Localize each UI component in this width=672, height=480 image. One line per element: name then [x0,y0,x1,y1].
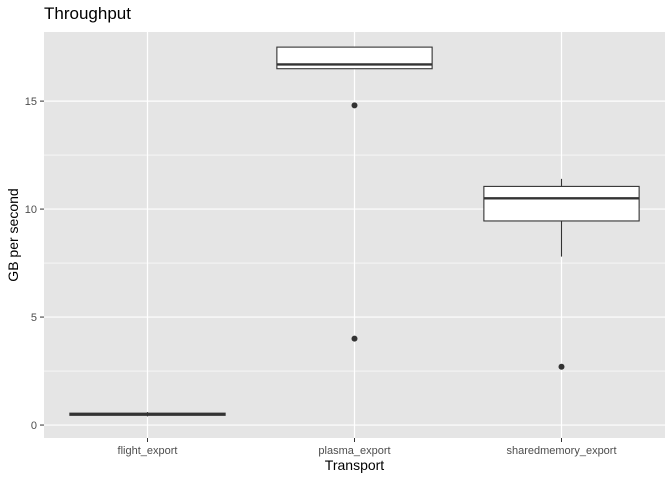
box-iqr [483,185,640,222]
x-axis-title: Transport [325,457,385,473]
box-flight_export [69,412,226,417]
outlier-point [351,335,358,342]
y-axis: 0 5 10 15 [25,96,44,432]
y-tick-label: 15 [25,96,37,108]
y-axis-title: GB per second [5,188,21,281]
y-tick-label: 5 [31,312,37,324]
boxes-layer [69,46,640,417]
y-tick-label: 0 [31,420,37,432]
x-tick-label: flight_export [118,445,178,457]
x-axis: flight_export plasma_export sharedmemory_e… [118,438,617,457]
y-tick-label: 10 [25,204,37,216]
box-sharedmemory_export [483,178,640,370]
outlier-point [558,363,565,370]
x-tick-label: plasma_export [318,445,390,457]
outlier-point [351,102,358,109]
box-plasma_export [276,46,433,342]
major-gridlines [44,32,665,438]
chart-title: Throughput [44,4,131,23]
x-tick-label: sharedmemory_export [506,445,616,457]
